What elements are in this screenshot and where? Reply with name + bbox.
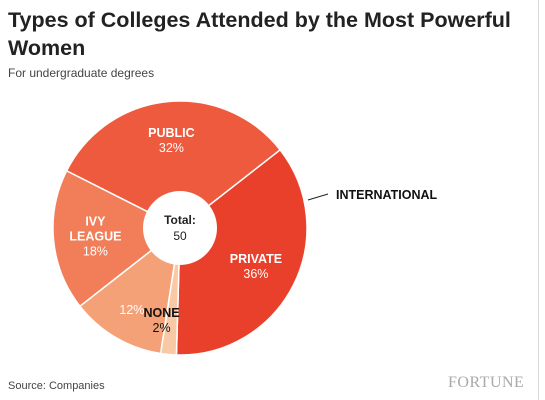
right-divider [538,0,539,400]
slice-label-ivy-league: LEAGUE [69,229,121,243]
center-total-label: Total: [164,213,196,227]
slice-public [65,100,282,229]
slice-label-ivy-league: IVY [85,214,106,228]
slice-value-none: 2% [153,321,171,335]
slice-label-public: PUBLIC [148,126,195,140]
slice-ivy-league [52,169,182,308]
slice-label-private: PRIVATE [230,252,282,266]
slice-label-none: NONE [144,306,180,320]
chart-title: Types of Colleges Attended by the Most P… [8,8,511,60]
slice-value-ivy-league: 18% [83,244,108,258]
slice-value-private: 36% [243,267,268,281]
donut-hole [143,191,217,265]
slice-value-public: 32% [159,141,184,155]
slice-private [175,148,308,356]
chart-subtitle: For undergraduate degrees [8,66,155,80]
leader-line-international [307,193,329,201]
slice-international [78,226,182,355]
slice-label-international: INTERNATIONAL [336,188,438,202]
center-total-value: 50 [173,229,187,243]
slice-value-international: 12% [119,303,144,317]
brand-logo: FORTUNE [448,374,525,391]
donut-slices [52,100,308,356]
source-note: Source: Companies [8,380,105,392]
